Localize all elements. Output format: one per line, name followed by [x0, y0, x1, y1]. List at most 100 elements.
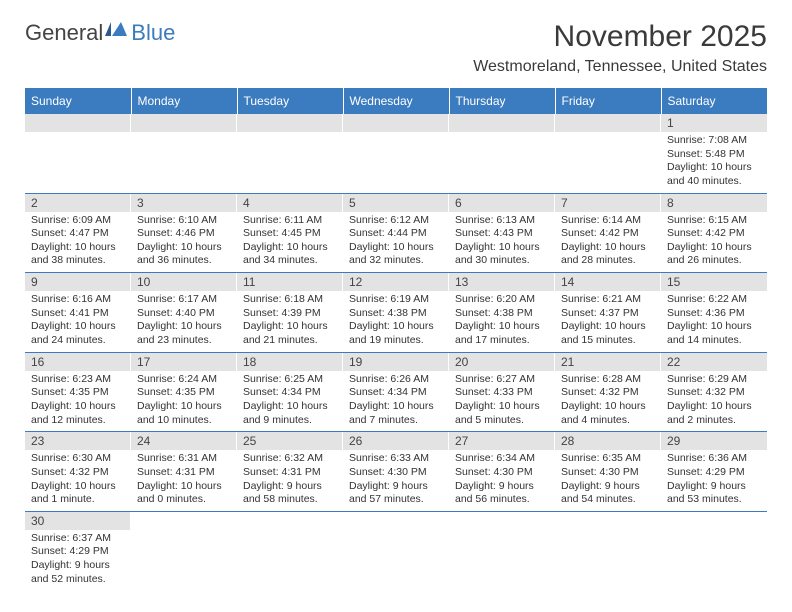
day-number: 3	[131, 194, 237, 212]
day-number: 23	[25, 432, 131, 450]
calendar-cell: 21Sunrise: 6:28 AMSunset: 4:32 PMDayligh…	[555, 352, 661, 432]
calendar-cell: 2Sunrise: 6:09 AMSunset: 4:47 PMDaylight…	[25, 193, 131, 273]
logo-text-b: Blue	[131, 20, 175, 46]
day-details: Sunrise: 6:37 AMSunset: 4:29 PMDaylight:…	[25, 530, 131, 591]
day-number: 2	[25, 194, 131, 212]
day-number: 28	[555, 432, 661, 450]
day-details: Sunrise: 6:29 AMSunset: 4:32 PMDaylight:…	[661, 371, 767, 432]
calendar-row: 23Sunrise: 6:30 AMSunset: 4:32 PMDayligh…	[25, 432, 767, 512]
calendar-cell	[237, 114, 343, 193]
page-title: November 2025	[473, 20, 767, 54]
calendar-cell	[449, 114, 555, 193]
empty-daynum	[555, 114, 661, 132]
day-header: Tuesday	[237, 88, 343, 114]
day-details: Sunrise: 6:21 AMSunset: 4:37 PMDaylight:…	[555, 291, 661, 352]
day-details: Sunrise: 6:33 AMSunset: 4:30 PMDaylight:…	[343, 450, 449, 511]
empty-daynum	[25, 114, 131, 132]
day-header: Thursday	[449, 88, 555, 114]
day-details: Sunrise: 6:24 AMSunset: 4:35 PMDaylight:…	[131, 371, 237, 432]
calendar-cell	[131, 511, 237, 590]
day-details: Sunrise: 6:09 AMSunset: 4:47 PMDaylight:…	[25, 212, 131, 273]
day-number: 17	[131, 353, 237, 371]
day-details: Sunrise: 6:20 AMSunset: 4:38 PMDaylight:…	[449, 291, 555, 352]
day-number: 24	[131, 432, 237, 450]
day-details: Sunrise: 6:18 AMSunset: 4:39 PMDaylight:…	[237, 291, 343, 352]
calendar-cell: 4Sunrise: 6:11 AMSunset: 4:45 PMDaylight…	[237, 193, 343, 273]
calendar-cell: 6Sunrise: 6:13 AMSunset: 4:43 PMDaylight…	[449, 193, 555, 273]
day-details: Sunrise: 6:32 AMSunset: 4:31 PMDaylight:…	[237, 450, 343, 511]
day-number: 15	[661, 273, 767, 291]
day-number: 6	[449, 194, 555, 212]
calendar-cell: 14Sunrise: 6:21 AMSunset: 4:37 PMDayligh…	[555, 273, 661, 353]
calendar-cell: 30Sunrise: 6:37 AMSunset: 4:29 PMDayligh…	[25, 511, 131, 590]
day-details: Sunrise: 7:08 AMSunset: 5:48 PMDaylight:…	[661, 132, 767, 193]
day-details: Sunrise: 6:34 AMSunset: 4:30 PMDaylight:…	[449, 450, 555, 511]
day-details: Sunrise: 6:15 AMSunset: 4:42 PMDaylight:…	[661, 212, 767, 273]
day-details: Sunrise: 6:10 AMSunset: 4:46 PMDaylight:…	[131, 212, 237, 273]
calendar-cell: 11Sunrise: 6:18 AMSunset: 4:39 PMDayligh…	[237, 273, 343, 353]
day-number: 12	[343, 273, 449, 291]
calendar-cell: 24Sunrise: 6:31 AMSunset: 4:31 PMDayligh…	[131, 432, 237, 512]
day-details: Sunrise: 6:14 AMSunset: 4:42 PMDaylight:…	[555, 212, 661, 273]
calendar-cell: 23Sunrise: 6:30 AMSunset: 4:32 PMDayligh…	[25, 432, 131, 512]
day-header-row: SundayMondayTuesdayWednesdayThursdayFrid…	[25, 88, 767, 114]
day-details: Sunrise: 6:16 AMSunset: 4:41 PMDaylight:…	[25, 291, 131, 352]
day-details: Sunrise: 6:36 AMSunset: 4:29 PMDaylight:…	[661, 450, 767, 511]
calendar-cell	[25, 114, 131, 193]
calendar-body: 1Sunrise: 7:08 AMSunset: 5:48 PMDaylight…	[25, 114, 767, 590]
calendar-cell: 28Sunrise: 6:35 AMSunset: 4:30 PMDayligh…	[555, 432, 661, 512]
calendar-cell: 10Sunrise: 6:17 AMSunset: 4:40 PMDayligh…	[131, 273, 237, 353]
empty-daynum	[343, 114, 449, 132]
day-header: Monday	[131, 88, 237, 114]
calendar-cell: 25Sunrise: 6:32 AMSunset: 4:31 PMDayligh…	[237, 432, 343, 512]
calendar-cell: 12Sunrise: 6:19 AMSunset: 4:38 PMDayligh…	[343, 273, 449, 353]
day-number: 19	[343, 353, 449, 371]
day-number: 13	[449, 273, 555, 291]
day-details: Sunrise: 6:35 AMSunset: 4:30 PMDaylight:…	[555, 450, 661, 511]
calendar-row: 9Sunrise: 6:16 AMSunset: 4:41 PMDaylight…	[25, 273, 767, 353]
day-number: 9	[25, 273, 131, 291]
day-details: Sunrise: 6:27 AMSunset: 4:33 PMDaylight:…	[449, 371, 555, 432]
calendar-cell: 19Sunrise: 6:26 AMSunset: 4:34 PMDayligh…	[343, 352, 449, 432]
header: General Blue November 2025 Westmoreland,…	[25, 20, 767, 76]
calendar-cell: 9Sunrise: 6:16 AMSunset: 4:41 PMDaylight…	[25, 273, 131, 353]
day-details: Sunrise: 6:17 AMSunset: 4:40 PMDaylight:…	[131, 291, 237, 352]
day-header: Saturday	[661, 88, 767, 114]
empty-daynum	[131, 114, 237, 132]
day-details: Sunrise: 6:26 AMSunset: 4:34 PMDaylight:…	[343, 371, 449, 432]
calendar-cell: 13Sunrise: 6:20 AMSunset: 4:38 PMDayligh…	[449, 273, 555, 353]
calendar-cell	[555, 114, 661, 193]
calendar-cell: 15Sunrise: 6:22 AMSunset: 4:36 PMDayligh…	[661, 273, 767, 353]
calendar-cell: 8Sunrise: 6:15 AMSunset: 4:42 PMDaylight…	[661, 193, 767, 273]
calendar-cell	[555, 511, 661, 590]
calendar-row: 1Sunrise: 7:08 AMSunset: 5:48 PMDaylight…	[25, 114, 767, 193]
day-number: 4	[237, 194, 343, 212]
calendar-row: 16Sunrise: 6:23 AMSunset: 4:35 PMDayligh…	[25, 352, 767, 432]
calendar-table: SundayMondayTuesdayWednesdayThursdayFrid…	[25, 88, 767, 590]
day-header: Wednesday	[343, 88, 449, 114]
day-number: 7	[555, 194, 661, 212]
calendar-cell: 3Sunrise: 6:10 AMSunset: 4:46 PMDaylight…	[131, 193, 237, 273]
day-number: 5	[343, 194, 449, 212]
day-number: 21	[555, 353, 661, 371]
day-number: 22	[661, 353, 767, 371]
day-details: Sunrise: 6:28 AMSunset: 4:32 PMDaylight:…	[555, 371, 661, 432]
day-number: 20	[449, 353, 555, 371]
day-details: Sunrise: 6:11 AMSunset: 4:45 PMDaylight:…	[237, 212, 343, 273]
day-details: Sunrise: 6:19 AMSunset: 4:38 PMDaylight:…	[343, 291, 449, 352]
day-number: 27	[449, 432, 555, 450]
calendar-cell: 7Sunrise: 6:14 AMSunset: 4:42 PMDaylight…	[555, 193, 661, 273]
day-number: 26	[343, 432, 449, 450]
day-details: Sunrise: 6:25 AMSunset: 4:34 PMDaylight:…	[237, 371, 343, 432]
calendar-cell: 17Sunrise: 6:24 AMSunset: 4:35 PMDayligh…	[131, 352, 237, 432]
calendar-cell: 22Sunrise: 6:29 AMSunset: 4:32 PMDayligh…	[661, 352, 767, 432]
day-number: 16	[25, 353, 131, 371]
day-number: 11	[237, 273, 343, 291]
logo: General Blue	[25, 20, 175, 46]
empty-daynum	[449, 114, 555, 132]
empty-daynum	[237, 114, 343, 132]
title-block: November 2025 Westmoreland, Tennessee, U…	[473, 20, 767, 76]
calendar-cell: 29Sunrise: 6:36 AMSunset: 4:29 PMDayligh…	[661, 432, 767, 512]
calendar-row: 2Sunrise: 6:09 AMSunset: 4:47 PMDaylight…	[25, 193, 767, 273]
day-number: 18	[237, 353, 343, 371]
